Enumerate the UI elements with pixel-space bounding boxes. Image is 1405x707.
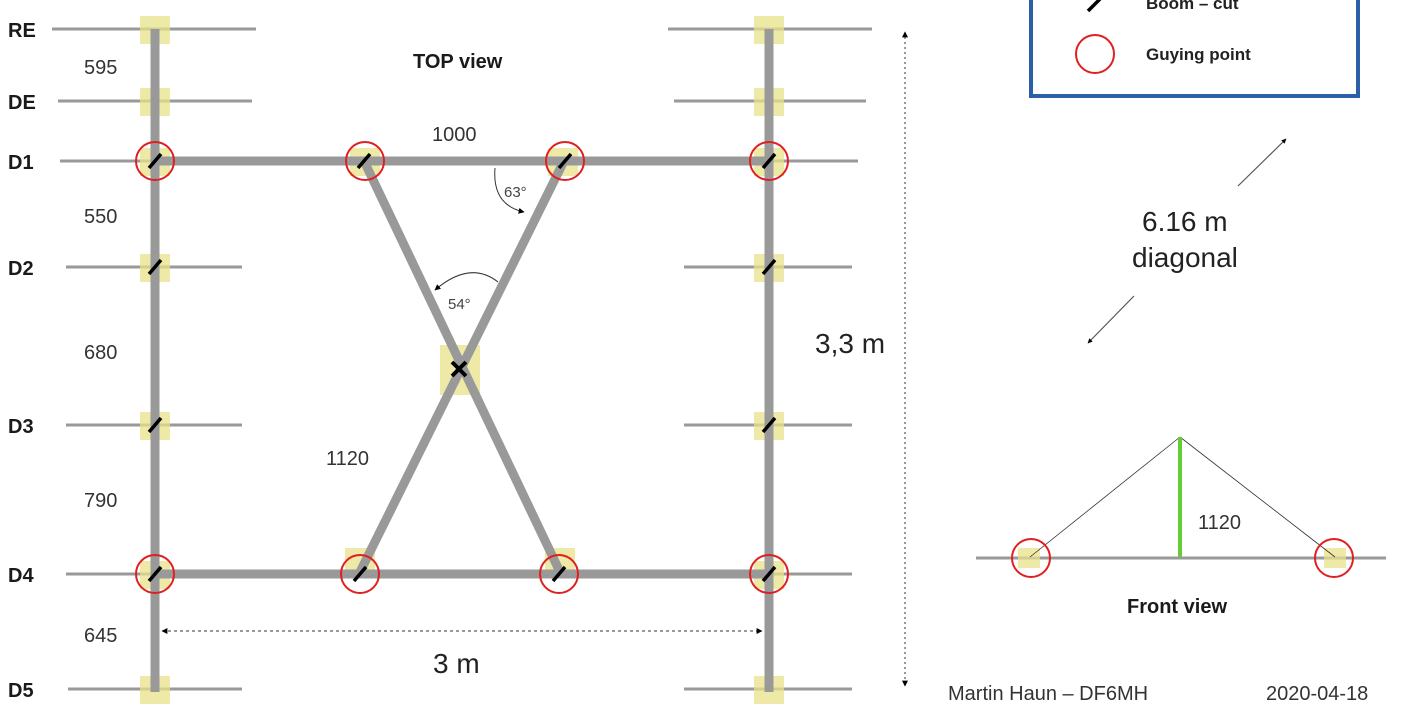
spacing-labels: 595 550 680 790 645 <box>84 57 117 647</box>
boom-cut-icon <box>147 258 163 276</box>
element-label: D1 <box>8 152 34 174</box>
cross-length-side: 1120 <box>326 448 369 470</box>
spacing-label: 595 <box>84 57 117 79</box>
guy-wire <box>1179 436 1336 558</box>
guying-point-icon <box>345 141 385 181</box>
boom-cut-icon <box>551 565 567 583</box>
guying-point-icon <box>135 554 175 594</box>
front-view-title: Front view <box>1127 596 1227 618</box>
element-label: D3 <box>8 416 34 438</box>
front-view-height: 1120 <box>1198 512 1241 534</box>
center-cross-icon <box>450 360 468 378</box>
front-view: 1120 Front view <box>976 436 1386 618</box>
guying-point-icon <box>340 554 380 594</box>
diagonal-value: 6.16 m <box>1142 206 1228 237</box>
element-label: RE <box>8 20 36 42</box>
spacing-label: 550 <box>84 206 117 228</box>
guy-wire <box>1029 436 1181 558</box>
cross-length-top: 1000 <box>432 124 477 146</box>
angle-mid-label: 54° <box>448 296 471 313</box>
boom-cut-icon <box>147 565 163 583</box>
element-label: D2 <box>8 258 34 280</box>
legend-label-guying-point: Guying point <box>1146 45 1251 64</box>
element-labels: RE DE D1 D2 D3 D4 D5 <box>8 20 36 702</box>
angle-top-label: 63° <box>504 184 527 201</box>
boom-cut-icon <box>761 565 777 583</box>
boom-cut-icon <box>761 258 777 276</box>
angle-arc-63 <box>494 167 525 214</box>
legend-box <box>1029 0 1360 98</box>
guying-point-icon <box>749 141 789 181</box>
booms <box>150 29 774 692</box>
guying-points <box>135 141 789 594</box>
top-view-title: TOP view <box>413 51 503 73</box>
legend-label-boom-cut: Boom – cut <box>1146 0 1239 13</box>
legend: Boom – cut Guying point <box>1029 0 1360 98</box>
author: Martin Haun – DF6MH <box>948 683 1148 705</box>
guying-point-icon <box>545 141 585 181</box>
guying-point-icon <box>135 141 175 181</box>
element-label: D4 <box>8 565 34 587</box>
boom-cut-icon <box>1086 0 1102 13</box>
diagonal-label: diagonal <box>1132 242 1238 273</box>
guying-point-icon <box>1075 34 1115 74</box>
boom-cut-marks <box>147 152 777 583</box>
boom-cut-icon <box>557 152 573 170</box>
boom-cut-icon <box>356 152 372 170</box>
boom-cut-icon <box>352 565 368 583</box>
spacing-label: 680 <box>84 342 117 364</box>
width-dimension-label: 3 m <box>433 648 480 679</box>
spacing-label: 790 <box>84 490 117 512</box>
guying-point-icon <box>1011 538 1051 578</box>
boom-cut-icon <box>761 152 777 170</box>
guying-point-icon <box>749 554 789 594</box>
highlight <box>1018 548 1040 568</box>
diagonal-arrow-up <box>1237 138 1287 187</box>
date: 2020-04-18 <box>1266 683 1368 705</box>
dimension-lines <box>161 31 1287 687</box>
angle-arcs <box>434 167 525 291</box>
guying-point-icon <box>1314 538 1354 578</box>
angle-arc-54 <box>434 272 499 291</box>
diagonal-arrow-down <box>1087 295 1135 344</box>
boom-cut-icon <box>761 416 777 434</box>
element-label: DE <box>8 92 36 114</box>
element-label: D5 <box>8 680 34 702</box>
boom-cut-icon <box>147 416 163 434</box>
spacing-label: 645 <box>84 625 117 647</box>
guying-point-icon <box>539 554 579 594</box>
height-dimension-label: 3,3 m <box>815 328 885 359</box>
boom-cut-icon <box>147 152 163 170</box>
